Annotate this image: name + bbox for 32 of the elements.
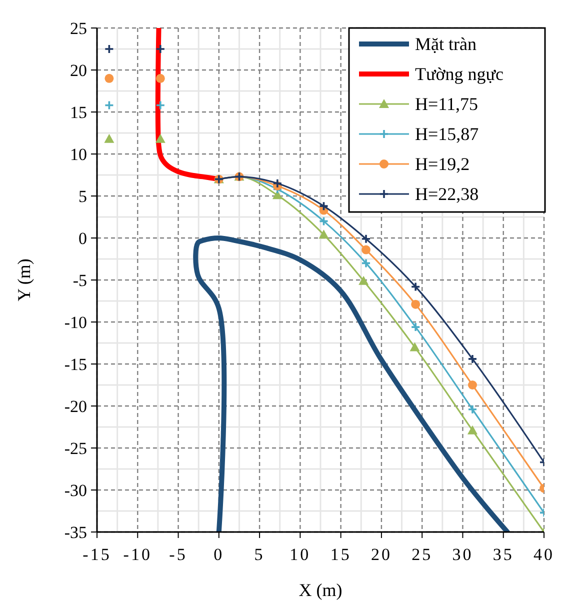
y-tick-label: -5 bbox=[72, 271, 87, 290]
x-tick-label: 40 bbox=[534, 545, 554, 564]
legend-label: H=11,75 bbox=[415, 94, 478, 114]
legend-label: H=22,38 bbox=[415, 184, 479, 204]
legend-label: H=15,87 bbox=[415, 124, 479, 144]
legend-label: Tường ngực bbox=[415, 64, 504, 84]
x-tick-label: 15 bbox=[330, 545, 352, 564]
x-tick-label: 25 bbox=[412, 545, 433, 564]
y-tick-label: -35 bbox=[64, 523, 87, 542]
y-axis-title: Y (m) bbox=[14, 258, 34, 302]
x-tick-label: 0 bbox=[214, 545, 224, 564]
y-tick-label: -20 bbox=[64, 397, 87, 416]
x-tick-label: 20 bbox=[370, 545, 392, 564]
legend-label: H=19,2 bbox=[415, 154, 470, 174]
x-tick-label: -10 bbox=[123, 545, 152, 564]
y-tick-label: 0 bbox=[78, 229, 87, 248]
y-tick-label: 15 bbox=[70, 103, 87, 122]
x-tick-label: 5 bbox=[254, 545, 265, 564]
y-tick-label: 20 bbox=[70, 61, 87, 80]
x-tick-label: 10 bbox=[290, 545, 311, 564]
y-tick-label: -30 bbox=[64, 481, 87, 500]
y-tick-label: -15 bbox=[64, 355, 87, 374]
y-tick-label: 10 bbox=[70, 145, 87, 164]
x-tick-label: 30 bbox=[452, 545, 474, 564]
x-axis-title: X (m) bbox=[298, 580, 342, 600]
y-tick-label: 5 bbox=[78, 187, 87, 206]
y-tick-label: -10 bbox=[64, 313, 87, 332]
y-tick-label: -25 bbox=[64, 439, 87, 458]
y-tick-label: 25 bbox=[70, 19, 87, 38]
x-tick-label: -5 bbox=[169, 545, 188, 564]
x-tick-label: 35 bbox=[492, 545, 514, 564]
legend-label: Mặt tràn bbox=[415, 34, 476, 54]
